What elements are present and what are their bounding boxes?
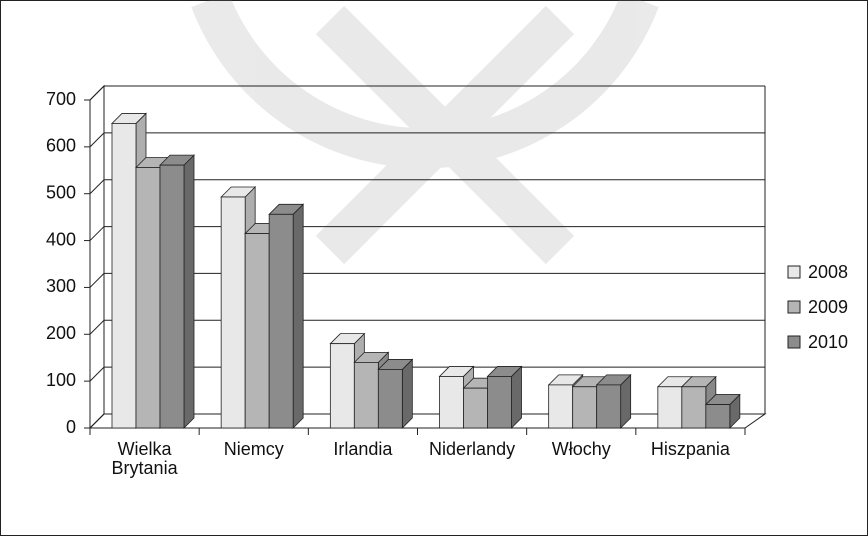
y-tick-label: 600 (46, 136, 76, 156)
bar (220, 196, 246, 429)
legend-label: 2010 (808, 332, 848, 352)
grid-line (89, 319, 765, 335)
legend-swatch (787, 335, 801, 349)
bar (572, 386, 598, 429)
y-tick-label: 700 (46, 89, 76, 109)
bar-side (401, 358, 413, 429)
bar (681, 386, 707, 429)
bar (244, 233, 270, 429)
legend-swatch (787, 265, 801, 279)
bar (705, 404, 731, 429)
legend-label: 2008 (808, 262, 848, 282)
left-wall (89, 84, 105, 430)
bar (111, 123, 137, 429)
bar (657, 386, 683, 429)
grid-line (89, 179, 765, 195)
bar (159, 164, 185, 429)
y-tick-label: 300 (46, 276, 76, 296)
bar (329, 343, 355, 429)
x-tick-label: Irlandia (333, 439, 393, 459)
bar-side (511, 365, 522, 429)
grid-line (89, 226, 765, 241)
grid-line (89, 413, 765, 429)
bar (353, 361, 379, 429)
bar (377, 369, 403, 429)
y-tick-label: 100 (46, 370, 76, 390)
x-tick-label: Niderlandy (429, 439, 516, 459)
x-tick-label: Niemcy (223, 439, 284, 459)
legend-label: 2009 (808, 297, 848, 317)
y-tick-label: 200 (46, 323, 76, 343)
bar (135, 167, 161, 429)
x-tick-label: Wielka Brytania (111, 439, 178, 478)
grid-line (89, 132, 765, 148)
bar-side (292, 203, 304, 429)
y-tick-label: 400 (46, 229, 76, 249)
grid-line (89, 85, 765, 101)
bar (487, 376, 512, 429)
y-tick-label: 0 (66, 417, 76, 437)
grid-line (89, 272, 765, 288)
bar (463, 387, 488, 429)
bar-side (183, 154, 195, 429)
x-tick-label: Włochy (551, 439, 611, 459)
bar (268, 213, 294, 429)
x-tick-label: Hiszpania (650, 439, 730, 459)
bar (596, 384, 622, 429)
legend-swatch (787, 300, 801, 314)
grid-line (89, 366, 765, 382)
y-tick-label: 500 (46, 182, 76, 202)
bar (439, 376, 464, 429)
bar (548, 384, 574, 429)
watermark (191, 0, 659, 265)
